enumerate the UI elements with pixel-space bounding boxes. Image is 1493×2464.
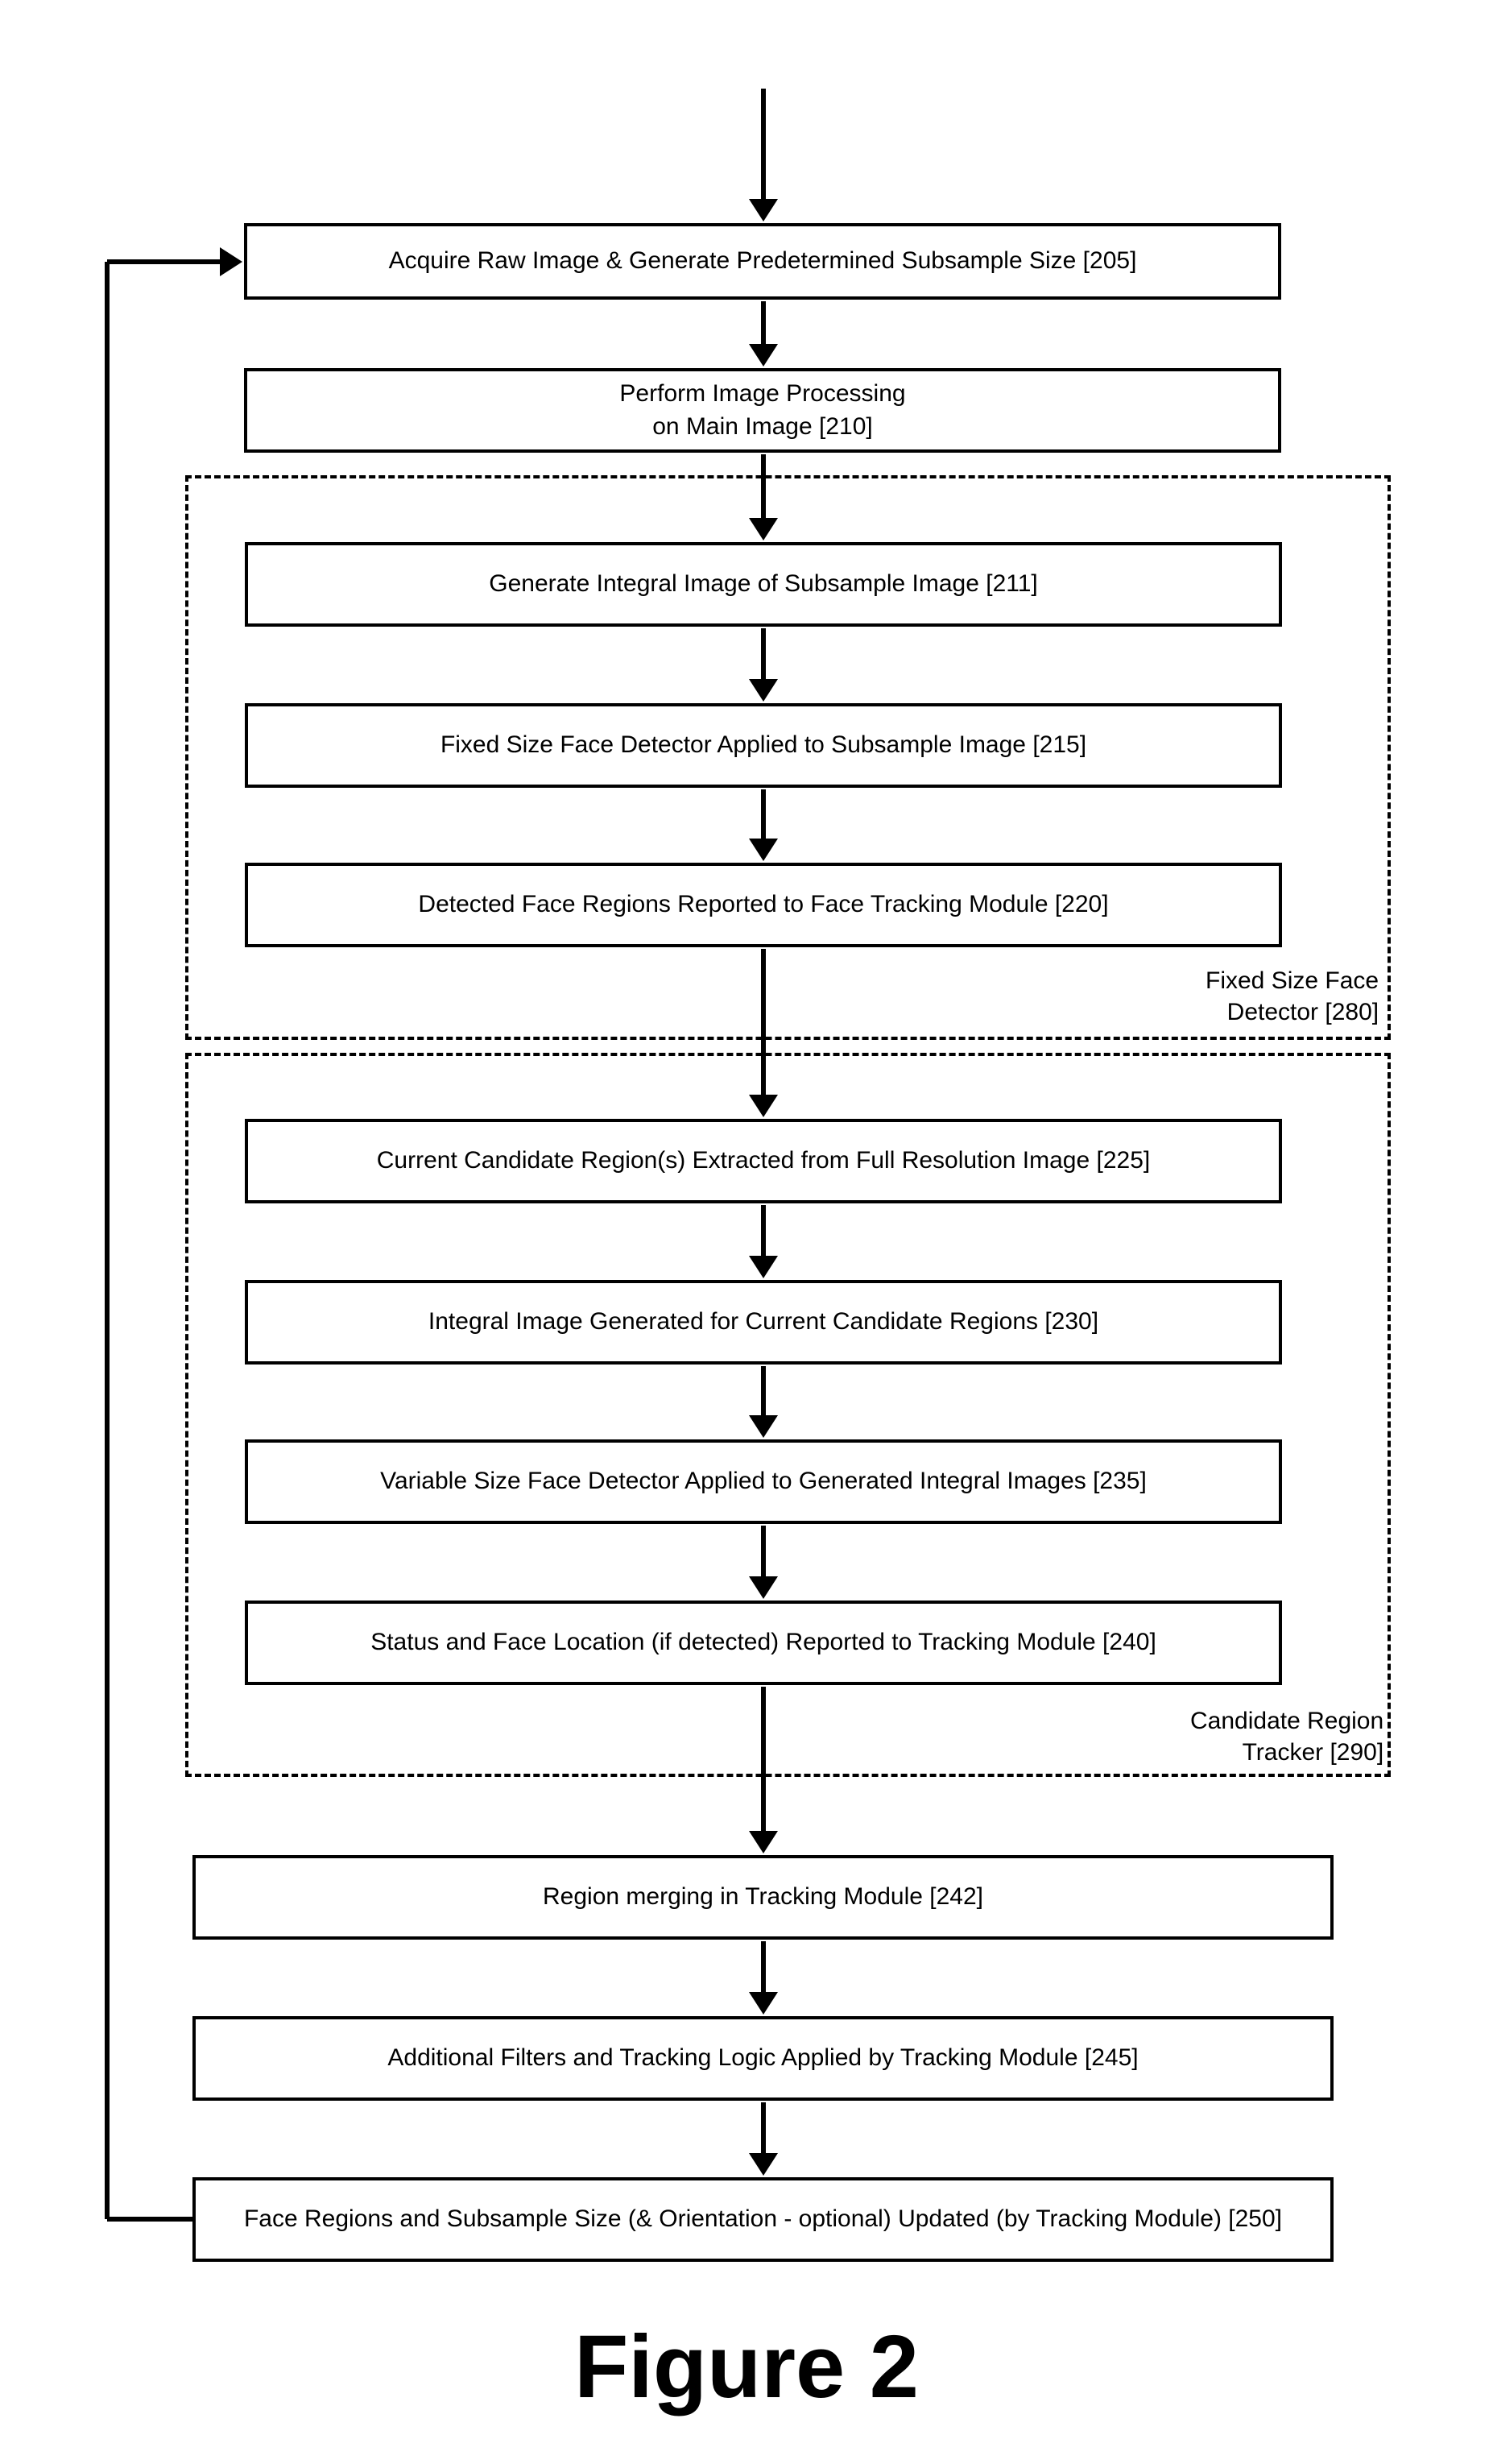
node-label: Detected Face Regions Reported to Face T… xyxy=(418,888,1108,921)
region-label-280: Fixed Size FaceDetector [280] xyxy=(1206,965,1379,1028)
node-240: Status and Face Location (if detected) R… xyxy=(245,1601,1282,1685)
node-210: Perform Image Processingon Main Image [2… xyxy=(244,368,1281,453)
node-245: Additional Filters and Tracking Logic Ap… xyxy=(192,2016,1334,2101)
node-label: Region merging in Tracking Module [242] xyxy=(543,1881,983,1914)
node-label: Generate Integral Image of Subsample Ima… xyxy=(489,568,1038,601)
node-label: Current Candidate Region(s) Extracted fr… xyxy=(377,1145,1150,1178)
node-label: Fixed Size Face Detector Applied to Subs… xyxy=(440,729,1086,762)
node-215: Fixed Size Face Detector Applied to Subs… xyxy=(245,703,1282,788)
figure-title: Figure 2 xyxy=(574,2316,919,2418)
node-label: Additional Filters and Tracking Logic Ap… xyxy=(387,2042,1138,2075)
node-label: Integral Image Generated for Current Can… xyxy=(428,1306,1098,1339)
node-205: Acquire Raw Image & Generate Predetermin… xyxy=(244,223,1281,300)
node-250: Face Regions and Subsample Size (& Orien… xyxy=(192,2177,1334,2262)
diagram-container: Fixed Size FaceDetector [280] Candidate … xyxy=(0,0,1493,2464)
node-label: Variable Size Face Detector Applied to G… xyxy=(380,1465,1147,1498)
node-label: Status and Face Location (if detected) R… xyxy=(370,1626,1156,1659)
node-211: Generate Integral Image of Subsample Ima… xyxy=(245,542,1282,627)
node-label: Perform Image Processingon Main Image [2… xyxy=(619,378,905,443)
node-230: Integral Image Generated for Current Can… xyxy=(245,1280,1282,1365)
node-235: Variable Size Face Detector Applied to G… xyxy=(245,1439,1282,1524)
region-label-290: Candidate RegionTracker [290] xyxy=(1190,1705,1383,1768)
node-220: Detected Face Regions Reported to Face T… xyxy=(245,863,1282,947)
node-label: Acquire Raw Image & Generate Predetermin… xyxy=(389,245,1137,278)
node-242: Region merging in Tracking Module [242] xyxy=(192,1855,1334,1940)
node-225: Current Candidate Region(s) Extracted fr… xyxy=(245,1119,1282,1203)
node-label: Face Regions and Subsample Size (& Orien… xyxy=(244,2203,1282,2236)
